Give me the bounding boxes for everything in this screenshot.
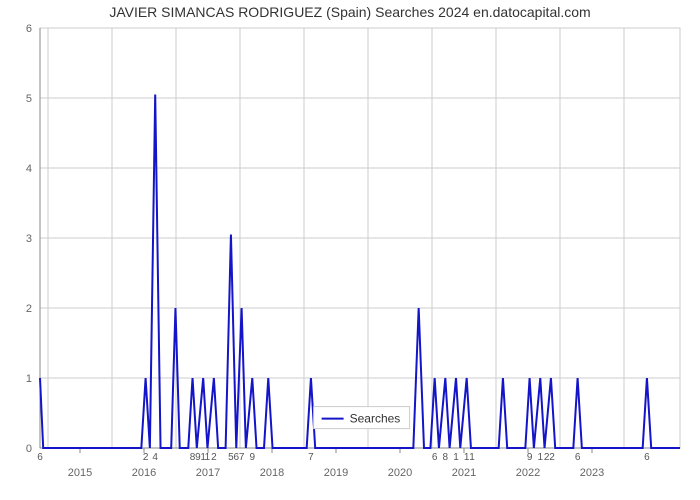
point-label: 6 — [575, 452, 581, 463]
point-label: 2 — [549, 452, 555, 463]
y-tick-label: 2 — [26, 303, 32, 315]
point-label: 1 — [453, 452, 459, 463]
y-tick-label: 0 — [26, 443, 32, 455]
x-tick-label: 2023 — [580, 467, 604, 479]
point-label: 9 — [527, 452, 533, 463]
x-tick-label: 2015 — [68, 467, 92, 479]
x-tick-label: 2016 — [132, 467, 156, 479]
x-tick-label: 2022 — [516, 467, 540, 479]
point-label: 6 — [432, 452, 438, 463]
legend-label: Searches — [350, 412, 401, 426]
x-tick-label: 2018 — [260, 467, 284, 479]
point-label: 6 — [644, 452, 650, 463]
y-tick-label: 3 — [26, 233, 32, 245]
point-label: 6 — [37, 452, 43, 463]
point-label: 1 — [205, 452, 211, 463]
x-tick-label: 2019 — [324, 467, 348, 479]
point-label: 2 — [211, 452, 217, 463]
x-tick-label: 2017 — [196, 467, 220, 479]
point-label: 7 — [308, 452, 314, 463]
y-tick-label: 4 — [26, 163, 32, 175]
point-label: 1 — [469, 452, 475, 463]
point-label: 1 — [537, 452, 543, 463]
point-label: 7 — [239, 452, 245, 463]
point-label: 8 — [443, 452, 449, 463]
point-label: 4 — [152, 452, 158, 463]
point-label: 9 — [249, 452, 255, 463]
line-chart: 0123456201520162017201820192020202120222… — [0, 0, 700, 500]
x-tick-label: 2021 — [452, 467, 476, 479]
point-label: 2 — [143, 452, 149, 463]
searches-series — [40, 95, 680, 449]
y-tick-label: 5 — [26, 93, 32, 105]
x-tick-label: 2020 — [388, 467, 412, 479]
y-tick-label: 1 — [26, 373, 32, 385]
y-tick-label: 6 — [26, 23, 32, 35]
